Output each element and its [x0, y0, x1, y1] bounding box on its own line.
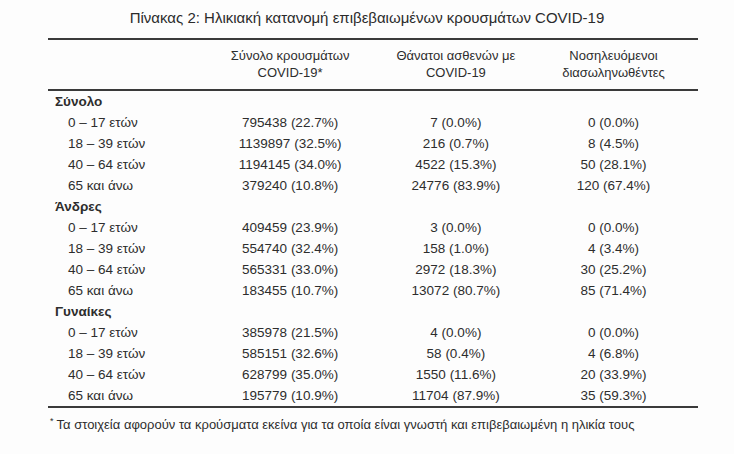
age-group-label: 40 – 64 ετών — [48, 259, 198, 280]
intubated-value: 20 (33.9%) — [529, 364, 698, 385]
deaths-value: 4 (0.0%) — [383, 322, 529, 343]
intubated-value: 0 (0.0%) — [529, 217, 698, 238]
deaths-value: 2972 (18.3%) — [383, 259, 529, 280]
intubated-value: 85 (71.4%) — [529, 280, 698, 301]
cases-value: 795438 (22.7%) — [198, 112, 383, 133]
cases-value: 195779 (10.9%) — [198, 385, 383, 407]
section-row-total: Σύνολο — [48, 90, 698, 112]
age-group-label: 40 – 64 ετών — [48, 154, 198, 175]
table-row: 65 και άνω 183455 (10.7%) 13072 (80.7%) … — [48, 280, 698, 301]
section-label-women: Γυναίκες — [48, 301, 698, 322]
deaths-value: 1550 (11.6%) — [383, 364, 529, 385]
table-footnote: *Τα στοιχεία αφορούν τα κρούσματα εκείνα… — [50, 413, 700, 433]
page-title: Πίνακας 2: Ηλικιακή κατανομή επιβεβαιωμέ… — [0, 0, 734, 27]
intubated-value: 0 (0.0%) — [529, 322, 698, 343]
section-row-men: Άνδρες — [48, 196, 698, 217]
table-row: 18 – 39 ετών 585151 (32.6%) 58 (0.4%) 4 … — [48, 343, 698, 364]
deaths-value: 3 (0.0%) — [383, 217, 529, 238]
intubated-value: 4 (6.8%) — [529, 343, 698, 364]
footnote-text: Τα στοιχεία αφορούν τα κρούσματα εκείνα … — [57, 417, 635, 432]
intubated-value: 120 (67.4%) — [529, 175, 698, 196]
cases-value: 409459 (23.9%) — [198, 217, 383, 238]
table-row: 0 – 17 ετών 795438 (22.7%) 7 (0.0%) 0 (0… — [48, 112, 698, 133]
deaths-value: 158 (1.0%) — [383, 238, 529, 259]
deaths-value: 4522 (15.3%) — [383, 154, 529, 175]
section-label-men: Άνδρες — [48, 196, 698, 217]
deaths-value: 11704 (87.9%) — [383, 385, 529, 407]
header-intubated: Νοσηλευόμενοι διασωληνωθέντες — [529, 39, 698, 90]
age-group-label: 65 και άνω — [48, 280, 198, 301]
cases-value: 379240 (10.8%) — [198, 175, 383, 196]
header-empty-cell — [48, 39, 198, 90]
deaths-value: 24776 (83.9%) — [383, 175, 529, 196]
table-row: 0 – 17 ετών 385978 (21.5%) 4 (0.0%) 0 (0… — [48, 322, 698, 343]
deaths-value: 216 (0.7%) — [383, 133, 529, 154]
cases-value: 554740 (32.4%) — [198, 238, 383, 259]
deaths-value: 13072 (80.7%) — [383, 280, 529, 301]
age-group-label: 0 – 17 ετών — [48, 322, 198, 343]
intubated-value: 30 (25.2%) — [529, 259, 698, 280]
header-total-cases: Σύνολο κρουσμάτων COVID-19* — [198, 39, 383, 90]
age-group-label: 40 – 64 ετών — [48, 364, 198, 385]
cases-value: 585151 (32.6%) — [198, 343, 383, 364]
table-row: 65 και άνω 379240 (10.8%) 24776 (83.9%) … — [48, 175, 698, 196]
table-row: 18 – 39 ετών 554740 (32.4%) 158 (1.0%) 4… — [48, 238, 698, 259]
age-group-label: 18 – 39 ετών — [48, 238, 198, 259]
age-group-label: 0 – 17 ετών — [48, 112, 198, 133]
age-group-label: 18 – 39 ετών — [48, 133, 198, 154]
deaths-value: 58 (0.4%) — [383, 343, 529, 364]
covid-age-distribution-table: Σύνολο κρουσμάτων COVID-19* Θάνατοι ασθε… — [48, 38, 698, 408]
table-row: 40 – 64 ετών 1194145 (34.0%) 4522 (15.3%… — [48, 154, 698, 175]
cases-value: 183455 (10.7%) — [198, 280, 383, 301]
cases-value: 385978 (21.5%) — [198, 322, 383, 343]
section-row-women: Γυναίκες — [48, 301, 698, 322]
header-deaths: Θάνατοι ασθενών με COVID-19 — [383, 39, 529, 90]
table-row: 40 – 64 ετών 565331 (33.0%) 2972 (18.3%)… — [48, 259, 698, 280]
intubated-value: 50 (28.1%) — [529, 154, 698, 175]
cases-value: 1194145 (34.0%) — [198, 154, 383, 175]
cases-value: 565331 (33.0%) — [198, 259, 383, 280]
header-row: Σύνολο κρουσμάτων COVID-19* Θάνατοι ασθε… — [48, 39, 698, 90]
intubated-value: 4 (3.4%) — [529, 238, 698, 259]
deaths-value: 7 (0.0%) — [383, 112, 529, 133]
table-row: 65 και άνω 195779 (10.9%) 11704 (87.9%) … — [48, 385, 698, 407]
table-row: 40 – 64 ετών 628799 (35.0%) 1550 (11.6%)… — [48, 364, 698, 385]
cases-value: 628799 (35.0%) — [198, 364, 383, 385]
intubated-value: 0 (0.0%) — [529, 112, 698, 133]
age-group-label: 65 και άνω — [48, 385, 198, 407]
table-row: 18 – 39 ετών 1139897 (32.5%) 216 (0.7%) … — [48, 133, 698, 154]
age-group-label: 18 – 39 ετών — [48, 343, 198, 364]
age-group-label: 65 και άνω — [48, 175, 198, 196]
table-row: 0 – 17 ετών 409459 (23.9%) 3 (0.0%) 0 (0… — [48, 217, 698, 238]
cases-value: 1139897 (32.5%) — [198, 133, 383, 154]
intubated-value: 35 (59.3%) — [529, 385, 698, 407]
section-label-total: Σύνολο — [48, 90, 698, 112]
age-group-label: 0 – 17 ετών — [48, 217, 198, 238]
intubated-value: 8 (4.5%) — [529, 133, 698, 154]
footnote-asterisk: * — [50, 416, 54, 426]
